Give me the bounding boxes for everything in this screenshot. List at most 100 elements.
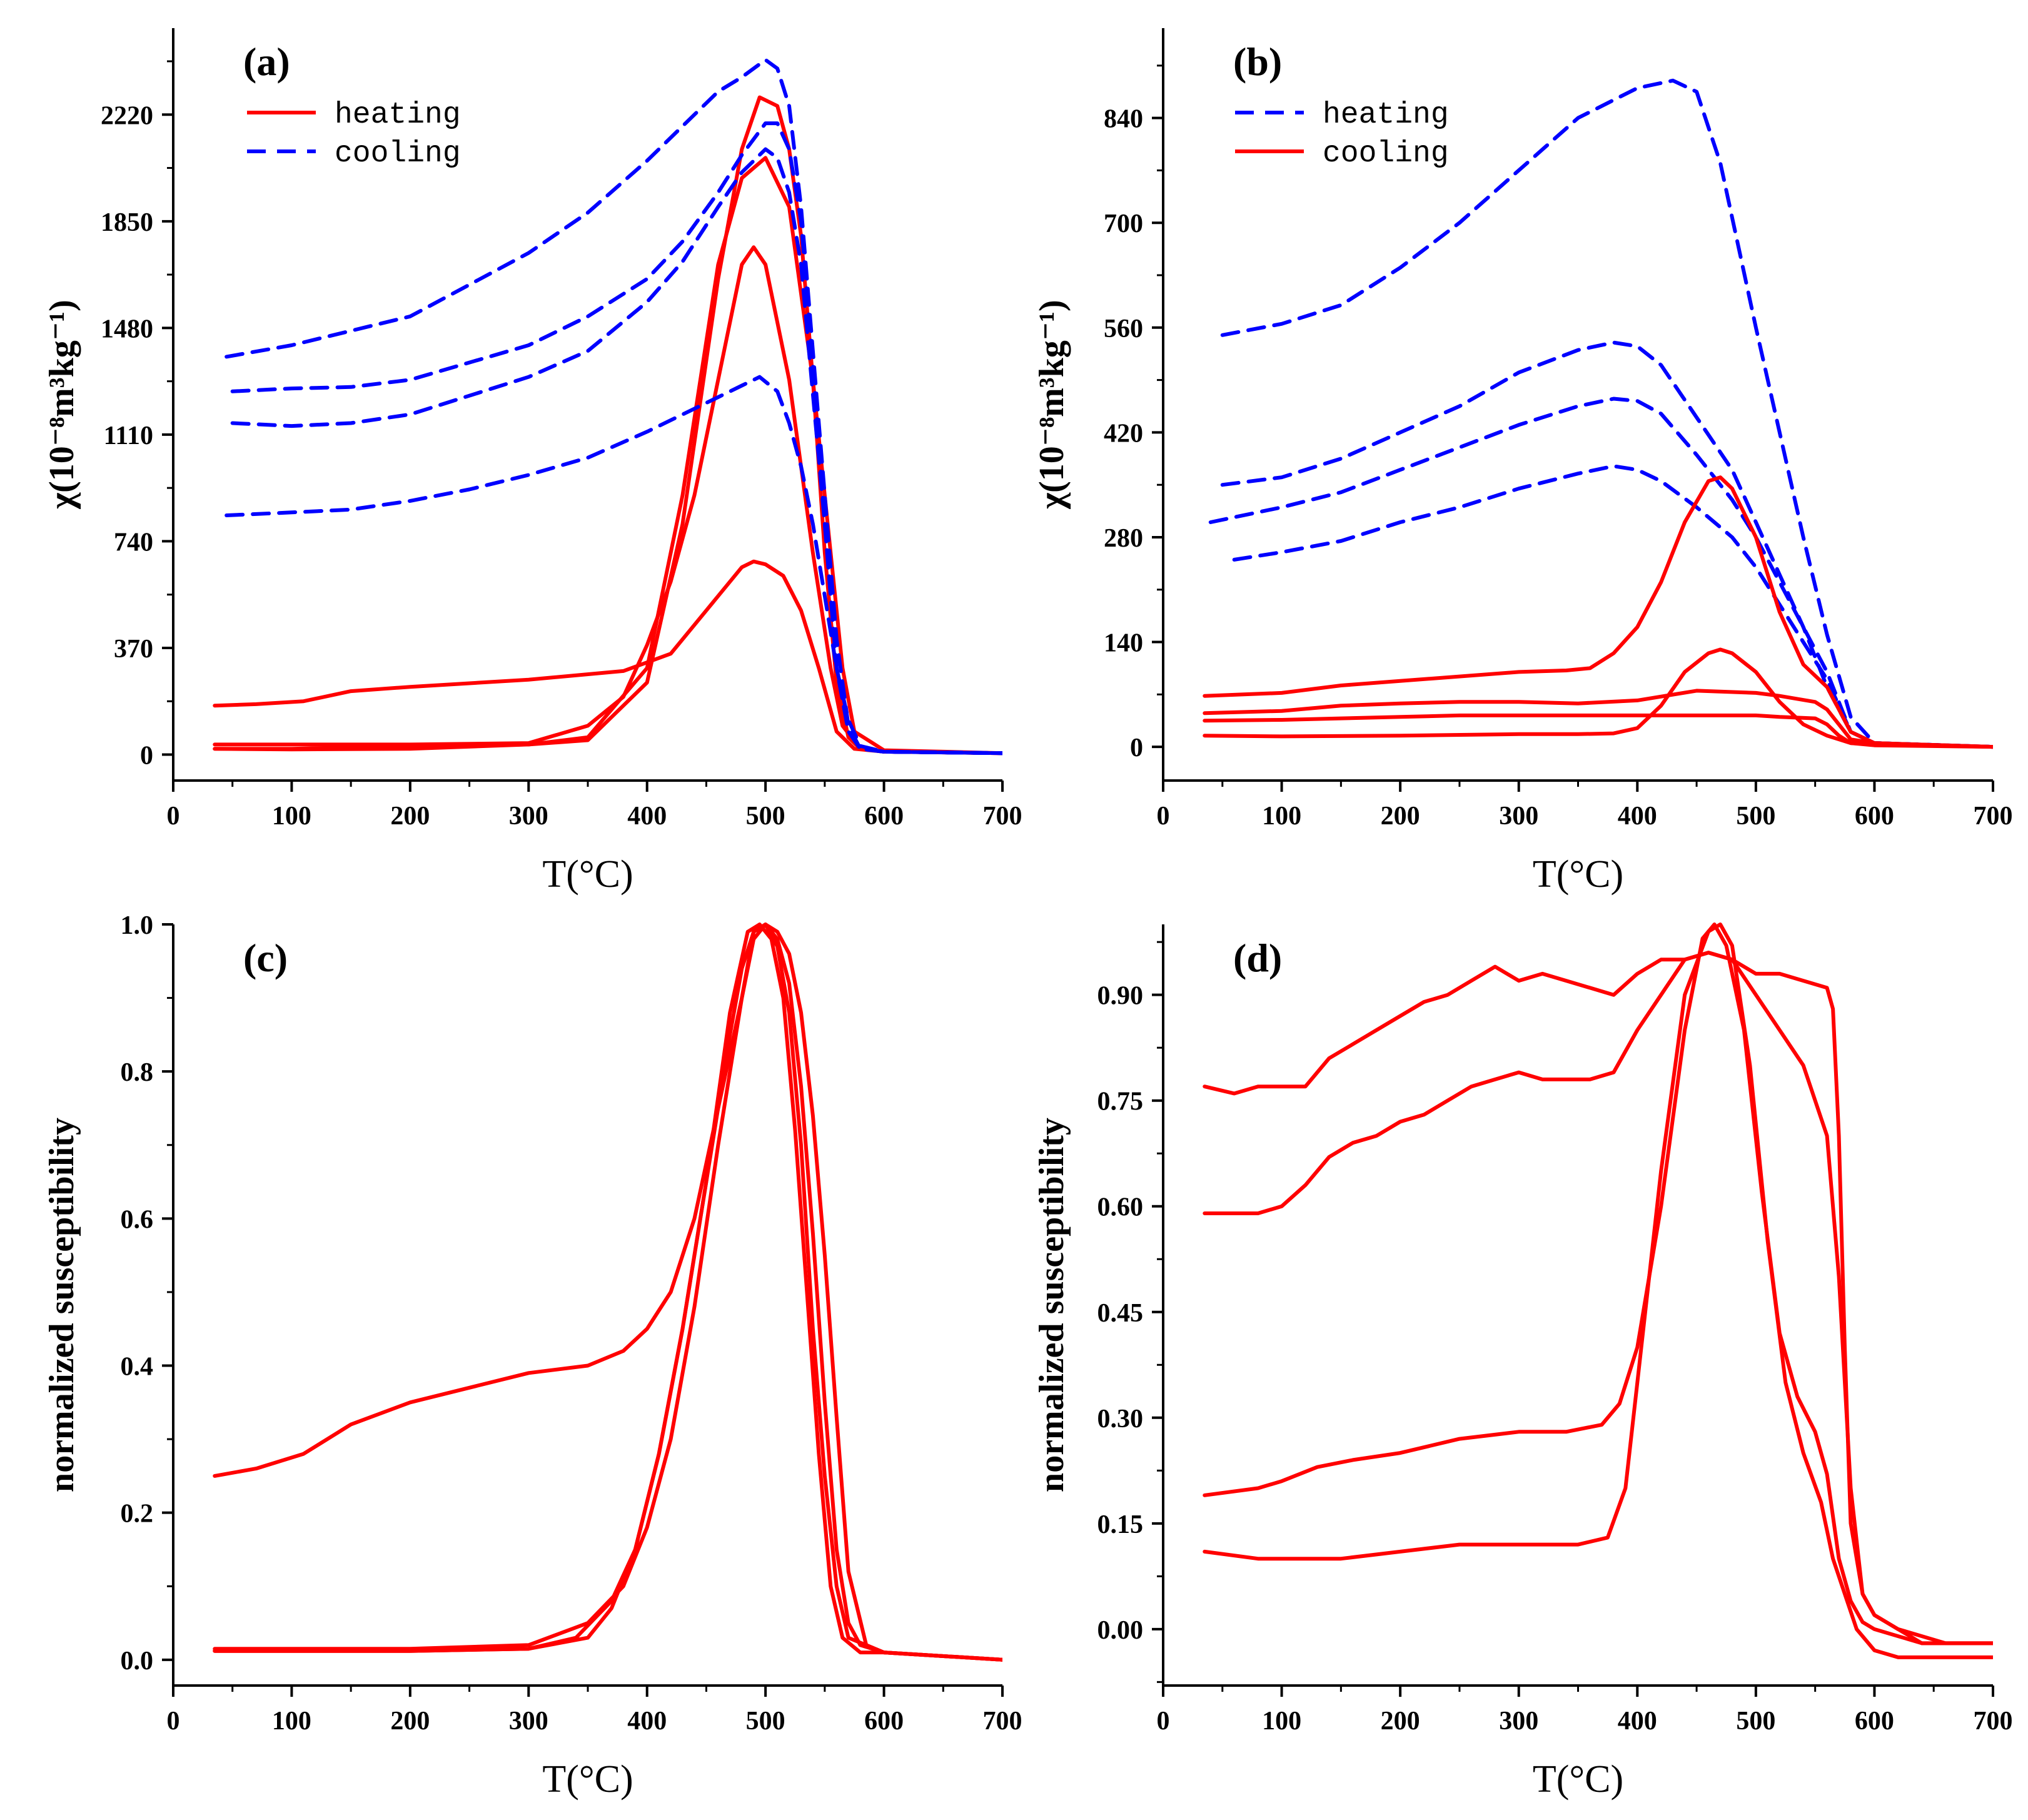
x-tick-label: 700 [983,1707,1022,1736]
legend-label: cooling [335,137,461,171]
y-tick-label: 0.30 [1097,1405,1144,1433]
y-axis-title: normalized susceptibility [43,1118,81,1492]
legend-label: heating [335,98,461,132]
x-tick-label: 700 [983,802,1022,831]
x-tick-label: 100 [272,802,311,831]
solid-curve [213,923,1002,1662]
series-group [1203,78,1993,749]
x-tick-label: 600 [1855,1707,1894,1736]
x-tick-label: 400 [1618,1707,1657,1736]
x-tick-label: 0 [167,802,180,831]
y-tick-label: 700 [1104,210,1143,238]
x-axis-title: T(°C) [542,1758,633,1801]
solid-curve [1203,647,1993,749]
y-tick-label: 0.75 [1097,1088,1144,1116]
x-tick-label: 300 [509,802,548,831]
y-tick-label: 1480 [101,315,153,343]
series-group [213,58,1002,756]
x-tick-label: 0 [167,1707,180,1736]
solid-curve [213,559,1002,756]
x-tick-label: 0 [1157,1707,1170,1736]
legend-label: cooling [1323,137,1449,171]
x-tick-label: 400 [627,802,667,831]
x-tick-label: 300 [1499,1707,1538,1736]
chart-panel-b: 0 100 200 300 400 500 600 700 0 140 280 420 560 700 84… [1032,28,2013,896]
solid-curve [1203,713,1993,749]
panel-label: (a) [243,39,290,84]
y-axis-title: χ(10⁻⁸m³kg⁻¹) [1032,300,1071,509]
chart-panel-d: 0 100 200 300 400 500 600 700 0.00 0.15 0.30 0.45 0.… [1032,923,2013,1801]
x-tick-label: 300 [1499,802,1538,831]
x-tick-label: 0 [1157,802,1170,831]
dashed-curve [230,121,1002,756]
y-tick-label: 0.15 [1097,1510,1144,1539]
x-tick-label: 700 [1974,802,2013,831]
dashed-curve [1220,340,1993,749]
solid-curve [213,156,1002,756]
panel-label: (c) [243,936,288,980]
x-tick-label: 200 [390,1707,430,1736]
y-tick-label: 0 [1130,734,1143,762]
x-tick-label: 200 [390,802,430,831]
solid-curve [1203,923,1993,1646]
y-tick-label: 0.60 [1097,1193,1144,1222]
x-tick-label: 500 [1736,1707,1775,1736]
y-axis-title: χ(10⁻⁸m³kg⁻¹) [43,300,81,509]
panel-label: (b) [1233,39,1282,84]
x-tick-label: 200 [1381,802,1420,831]
dashed-curve [1232,464,1993,749]
y-tick-label: 280 [1104,524,1143,553]
series-group [213,923,1002,1662]
y-axis-title: normalized susceptibility [1032,1118,1071,1492]
x-tick-label: 600 [864,1707,904,1736]
y-tick-label: 1.0 [121,911,154,940]
x-tick-label: 500 [1736,802,1775,831]
y-tick-label: 370 [114,635,153,664]
dashed-curve [1220,78,1993,749]
chart-panel-c: 0 100 200 300 400 500 600 700 0.0 0.2 0.4 0.6 0.8 1.0… [43,911,1022,1801]
y-tick-label: 1850 [101,208,153,237]
y-tick-label: 840 [1104,105,1143,134]
y-tick-label: 0.4 [121,1353,154,1382]
x-tick-label: 200 [1381,1707,1420,1736]
x-tick-label: 300 [509,1707,548,1736]
y-tick-label: 740 [114,528,153,557]
y-tick-label: 0.90 [1097,982,1144,1011]
y-tick-label: 560 [1104,315,1143,343]
solid-curve [213,923,1002,1662]
x-tick-label: 100 [1262,802,1301,831]
x-axis-title: T(°C) [542,853,633,896]
solid-curve [1203,951,1993,1646]
dashed-curve [230,147,1002,756]
x-tick-label: 100 [272,1707,311,1736]
x-tick-label: 600 [1855,802,1894,831]
chart-panel-a: 0 100 200 300 400 500 600 700 0 370 740 1110 1480 185… [43,28,1022,896]
panel-label: (d) [1233,936,1282,980]
x-tick-label: 100 [1262,1707,1301,1736]
y-tick-label: 420 [1104,419,1143,448]
solid-curve [1203,475,1993,749]
dashed-curve [224,375,1002,756]
solid-curve [213,923,1002,1662]
x-axis-title: T(°C) [1533,853,1623,896]
y-tick-label: 0.00 [1097,1616,1144,1645]
x-tick-label: 400 [1618,802,1657,831]
solid-curve [213,923,1002,1662]
series-group [1203,923,1993,1659]
y-tick-label: 0.0 [121,1647,154,1676]
solid-curve [1203,923,1993,1659]
x-tick-label: 500 [746,1707,785,1736]
x-tick-label: 400 [627,1707,667,1736]
x-tick-label: 500 [746,802,785,831]
y-tick-label: 0.45 [1097,1299,1144,1328]
legend-label: heating [1323,98,1449,132]
dashed-curve [1208,397,1993,749]
y-tick-label: 0.6 [121,1205,154,1234]
x-tick-label: 700 [1974,1707,2013,1736]
y-tick-label: 0.8 [121,1058,154,1087]
y-tick-label: 1110 [104,422,153,450]
y-tick-label: 0.2 [121,1500,154,1529]
x-tick-label: 600 [864,802,904,831]
solid-curve [213,245,1002,756]
